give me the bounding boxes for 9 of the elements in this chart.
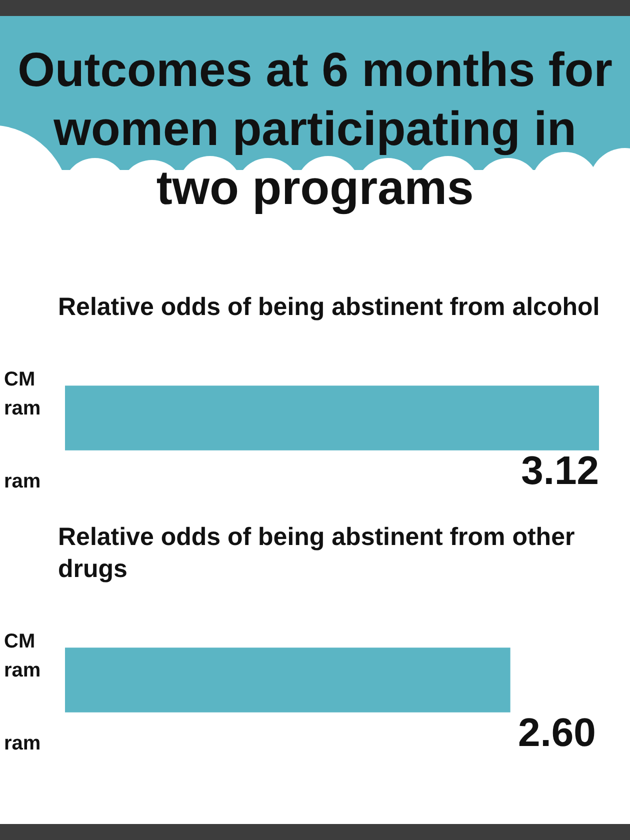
data-label: 2.60 <box>518 711 596 756</box>
text: CM ram <box>4 630 41 682</box>
y-tick-label: Relative odds of being abstinent from alcohol <box>58 292 600 321</box>
chart-title: Outcomes at 6 months for women participating in two programs <box>16 43 614 217</box>
text: ram <box>4 470 41 493</box>
text: ram <box>4 732 41 755</box>
data-label: 3.12 <box>521 449 599 494</box>
y-tick-label: Relative odds of being abstinent from other drugs <box>58 522 575 583</box>
text: CM ram <box>4 368 41 420</box>
